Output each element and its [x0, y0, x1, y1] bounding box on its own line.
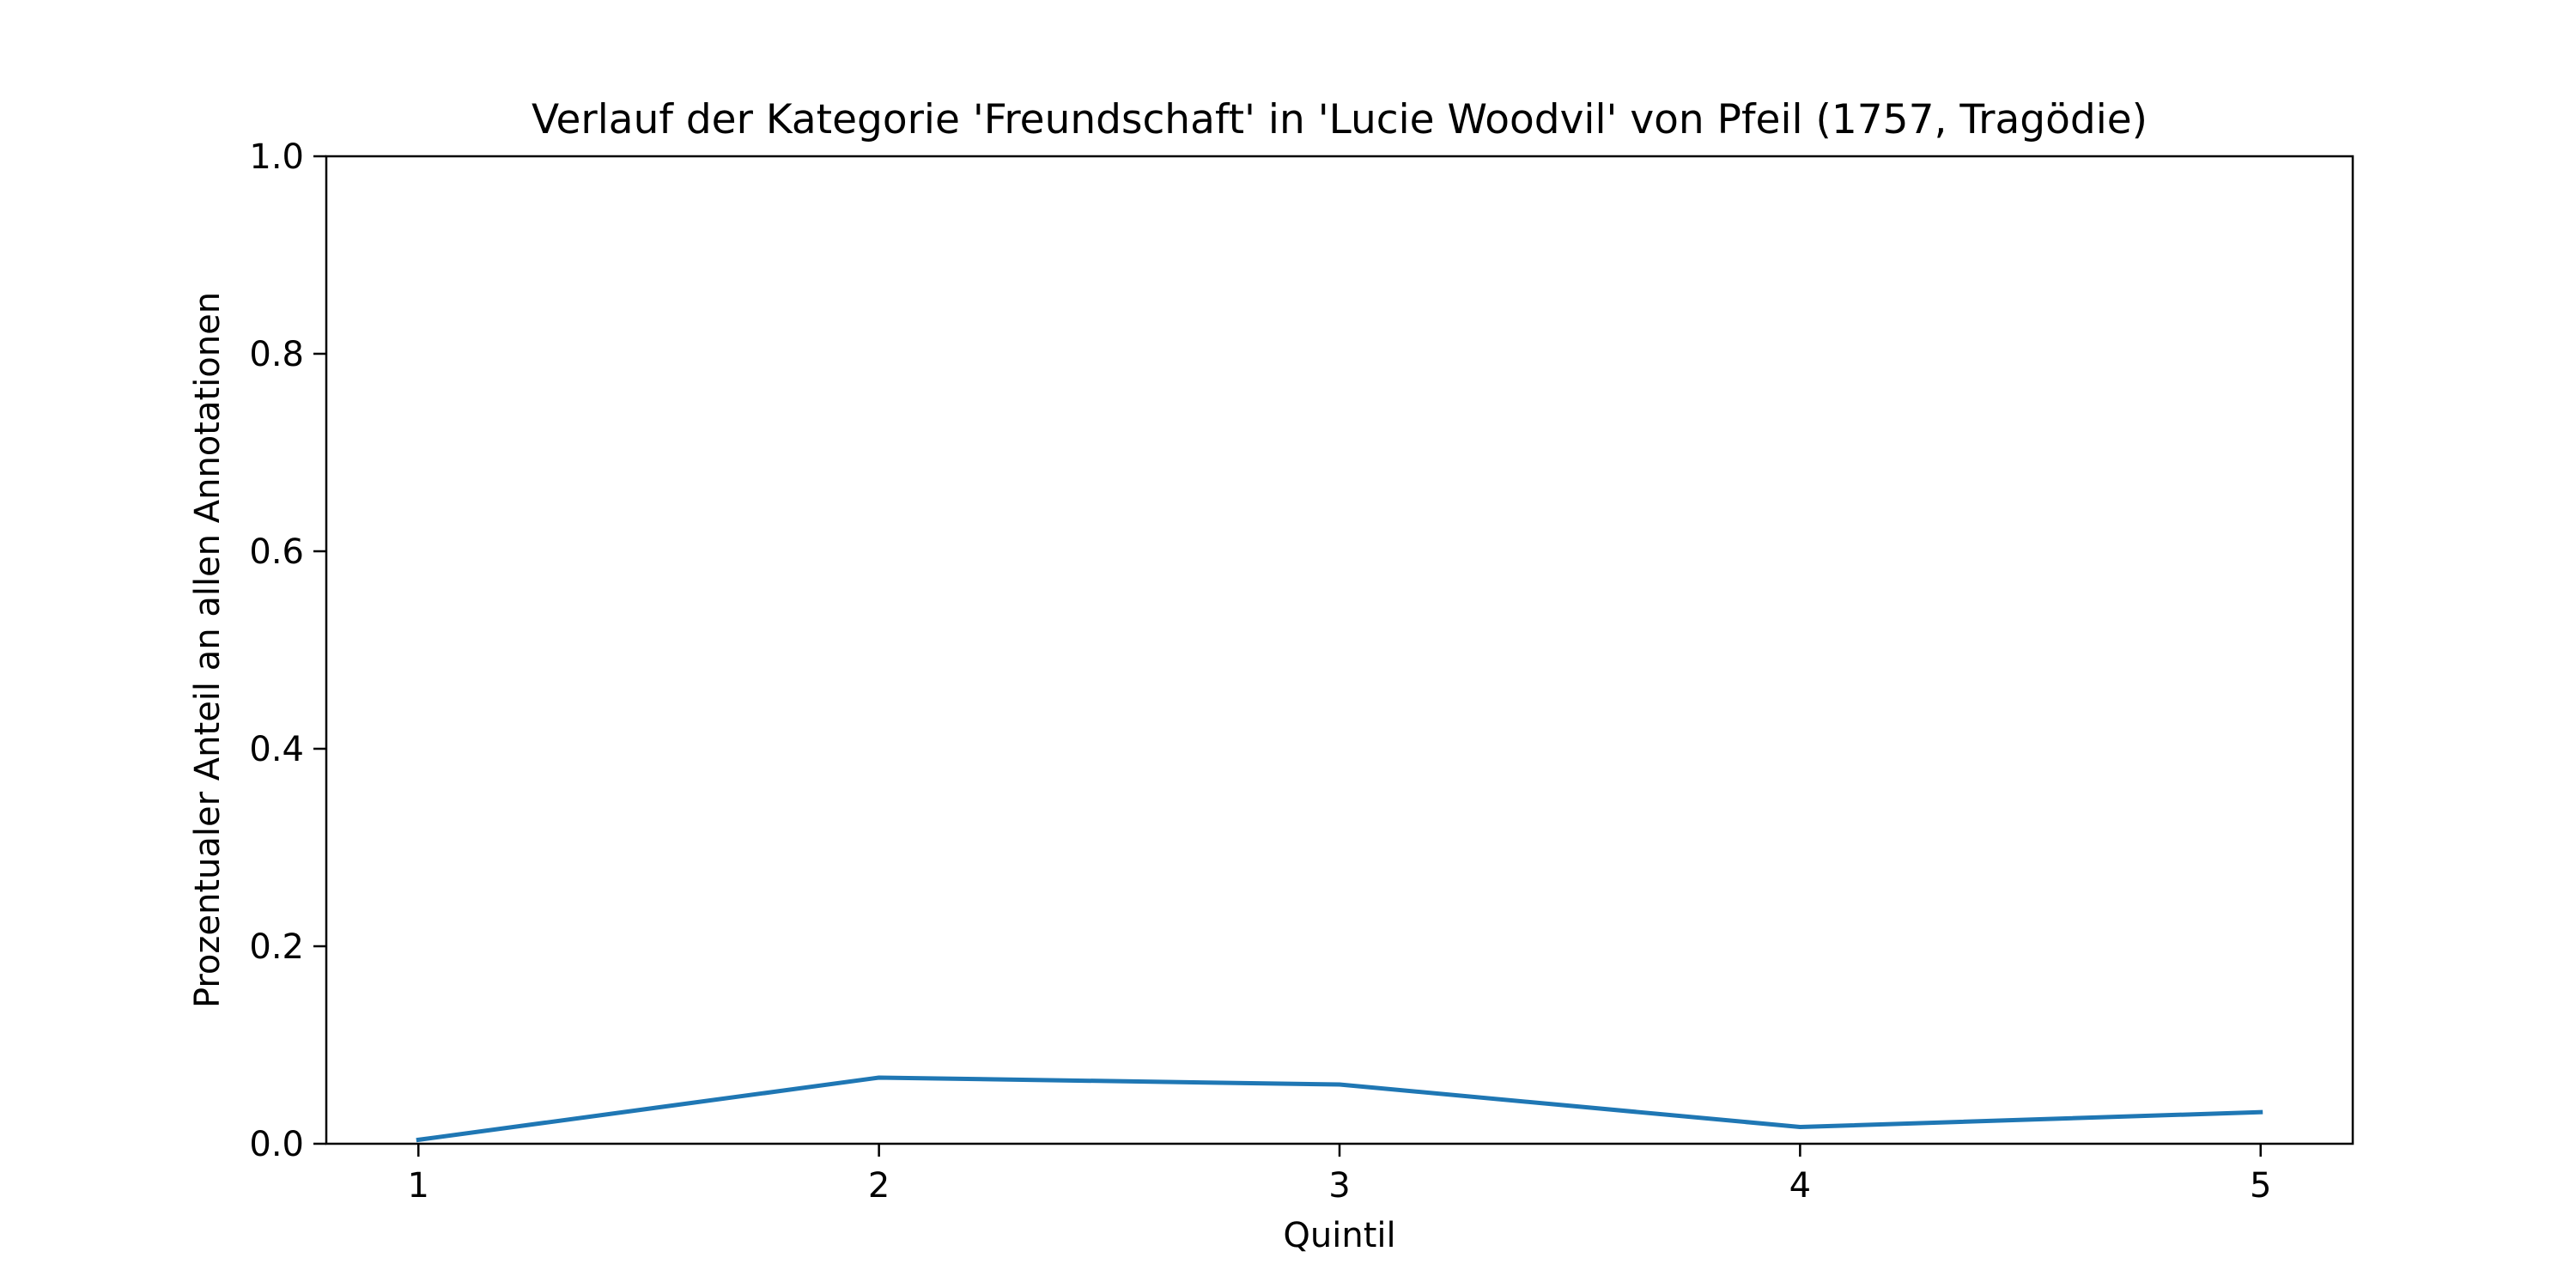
x-tick-label: 1 [408, 1166, 429, 1206]
x-tick-label: 3 [1328, 1166, 1350, 1206]
y-tick-label: 0.2 [249, 927, 304, 967]
y-tick-label: 0.8 [249, 335, 304, 374]
x-axis: 1 2 3 4 5 [408, 1144, 2271, 1206]
y-axis-label: Prozentualer Anteil an allen Annotatione… [188, 292, 228, 1008]
y-tick-label: 0.0 [249, 1125, 304, 1164]
y-tick-label: 0.6 [249, 532, 304, 572]
y-tick-label: 1.0 [249, 137, 304, 177]
y-axis: 0.0 0.2 0.4 0.6 0.8 1.0 [249, 137, 326, 1164]
x-tick-label: 4 [1789, 1166, 1811, 1206]
x-axis-label: Quintil [1283, 1216, 1395, 1255]
x-tick-label: 2 [868, 1166, 890, 1206]
plot-area [416, 1075, 2263, 1143]
chart-title: Verlauf der Kategorie 'Freundschaft' in … [532, 96, 2148, 143]
x-tick-label: 5 [2250, 1166, 2271, 1206]
series-line [416, 1075, 2263, 1143]
y-tick-label: 0.4 [249, 730, 304, 769]
